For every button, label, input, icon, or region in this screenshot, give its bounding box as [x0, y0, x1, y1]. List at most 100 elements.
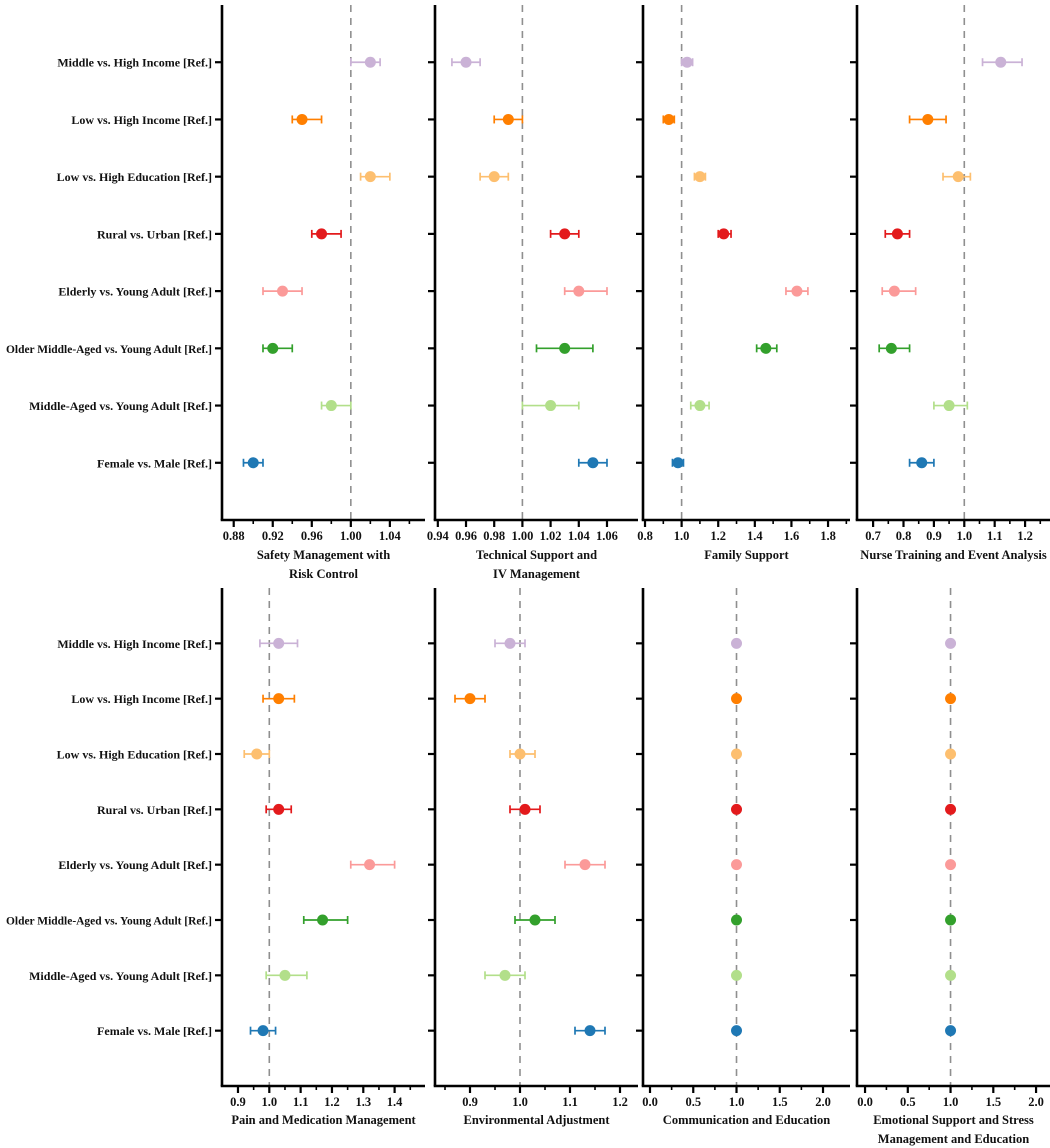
x-tick-label: 1.3	[355, 1095, 371, 1109]
x-tick-label: 1.0	[261, 1095, 277, 1109]
point-marker	[504, 637, 516, 649]
panel-1: 0.88 0.92 0.96 1.00 1.04 Middle vs. High Inco…	[6, 5, 425, 581]
point-marker	[316, 228, 328, 240]
x-tick-label: 1.04	[379, 529, 402, 543]
x-tick-label: 1.00	[511, 529, 533, 543]
row-label: Middle vs. High Income [Ref.]	[57, 637, 212, 651]
point-marker	[681, 56, 693, 68]
point-marker	[731, 693, 743, 705]
x-tick-label: 0.8	[896, 529, 912, 543]
point-marker	[464, 693, 476, 705]
x-tick-label: 1.0	[956, 529, 972, 543]
x-tick-label: 1.06	[596, 529, 618, 543]
point-marker	[273, 803, 285, 815]
panel-title: Communication and Education	[663, 1113, 830, 1127]
point-marker	[579, 859, 591, 871]
point-marker	[888, 285, 900, 297]
point-marker	[945, 637, 957, 649]
x-tick-label: 0.94	[427, 529, 450, 543]
x-tick-label: 0.88	[223, 529, 245, 543]
row-label: Rural vs. Urban [Ref.]	[97, 227, 212, 241]
point-marker	[325, 400, 337, 412]
row-label: Female vs. Male [Ref.]	[97, 456, 212, 470]
panel-title: Management and Education	[878, 1132, 1029, 1146]
x-tick-label: 1.0	[729, 1095, 745, 1109]
panel-title: Family Support	[704, 548, 789, 562]
point-marker	[995, 56, 1007, 68]
x-tick-label: 1.1	[293, 1095, 309, 1109]
point-marker	[760, 342, 772, 354]
x-tick-label: 2.0	[815, 1095, 831, 1109]
point-marker	[251, 748, 263, 760]
point-marker	[545, 400, 557, 412]
point-marker	[945, 969, 957, 981]
point-marker	[519, 803, 531, 815]
panel-7: 0.0 0.5 1.0 1.5 2.0 Communication and Educati…	[636, 588, 850, 1127]
row-label: Low vs. High Education [Ref.]	[57, 170, 212, 184]
x-tick-label: 1.5	[985, 1095, 1001, 1109]
point-marker	[731, 1025, 743, 1037]
point-marker	[460, 56, 472, 68]
panel-4: 0.7 0.8 0.9 1.0 1.1 1.2 Nurse Training and Eve…	[850, 5, 1050, 562]
point-marker	[943, 400, 955, 412]
x-tick-label: 0.92	[262, 529, 284, 543]
point-marker	[731, 859, 743, 871]
x-tick-label: 2.0	[1028, 1095, 1044, 1109]
point-marker	[663, 113, 675, 125]
point-marker	[317, 914, 329, 926]
panel-3: 0.8 1.0 1.2 1.4 1.6 1.8 Family Support	[636, 5, 850, 562]
point-marker	[731, 914, 743, 926]
point-marker	[488, 171, 500, 183]
row-label: Older Middle-Aged vs. Young Adult [Ref.]	[6, 914, 212, 928]
row-label: Older Middle-Aged vs. Young Adult [Ref.]	[6, 342, 212, 356]
x-tick-label: 1.1	[987, 529, 1003, 543]
x-tick-label: 0.7	[865, 529, 881, 543]
point-marker	[731, 803, 743, 815]
point-marker	[279, 969, 291, 981]
x-tick-label: 1.0	[943, 1095, 959, 1109]
point-marker	[364, 171, 376, 183]
x-tick-label: 1.0	[512, 1095, 528, 1109]
point-marker	[891, 228, 903, 240]
x-tick-label: 1.1	[562, 1095, 578, 1109]
point-marker	[364, 56, 376, 68]
x-tick-label: 1.4	[747, 529, 763, 543]
point-marker	[529, 914, 541, 926]
point-marker	[514, 748, 526, 760]
point-marker	[945, 748, 957, 760]
point-marker	[587, 457, 599, 469]
x-tick-label: 0.9	[462, 1095, 478, 1109]
x-tick-label: 0.9	[230, 1095, 246, 1109]
point-marker	[559, 228, 571, 240]
point-marker	[922, 113, 934, 125]
point-marker	[584, 1025, 596, 1037]
point-marker	[694, 171, 706, 183]
x-tick-label: 1.0	[674, 529, 690, 543]
point-marker	[945, 1025, 957, 1037]
point-marker	[718, 228, 730, 240]
x-tick-label: 1.2	[710, 529, 726, 543]
row-label: Middle vs. High Income [Ref.]	[57, 56, 212, 70]
point-marker	[731, 748, 743, 760]
point-marker	[791, 285, 803, 297]
point-marker	[257, 1025, 269, 1037]
x-tick-label: 1.8	[820, 529, 836, 543]
x-tick-label: 1.2	[1017, 529, 1033, 543]
point-marker	[499, 969, 511, 981]
x-tick-label: 1.02	[540, 529, 562, 543]
point-marker	[573, 285, 585, 297]
row-label: Low vs. High Income [Ref.]	[71, 692, 212, 706]
x-tick-label: 0.9	[926, 529, 942, 543]
point-marker	[945, 803, 957, 815]
point-marker	[945, 859, 957, 871]
row-label: Female vs. Male [Ref.]	[97, 1024, 212, 1038]
point-marker	[247, 457, 259, 469]
x-tick-label: 1.6	[784, 529, 800, 543]
panel-title: Safety Management with	[257, 548, 390, 562]
point-marker	[731, 637, 743, 649]
point-marker	[885, 342, 897, 354]
panel-title: Environmental Adjustment	[464, 1113, 611, 1127]
error-bar	[563, 287, 608, 296]
